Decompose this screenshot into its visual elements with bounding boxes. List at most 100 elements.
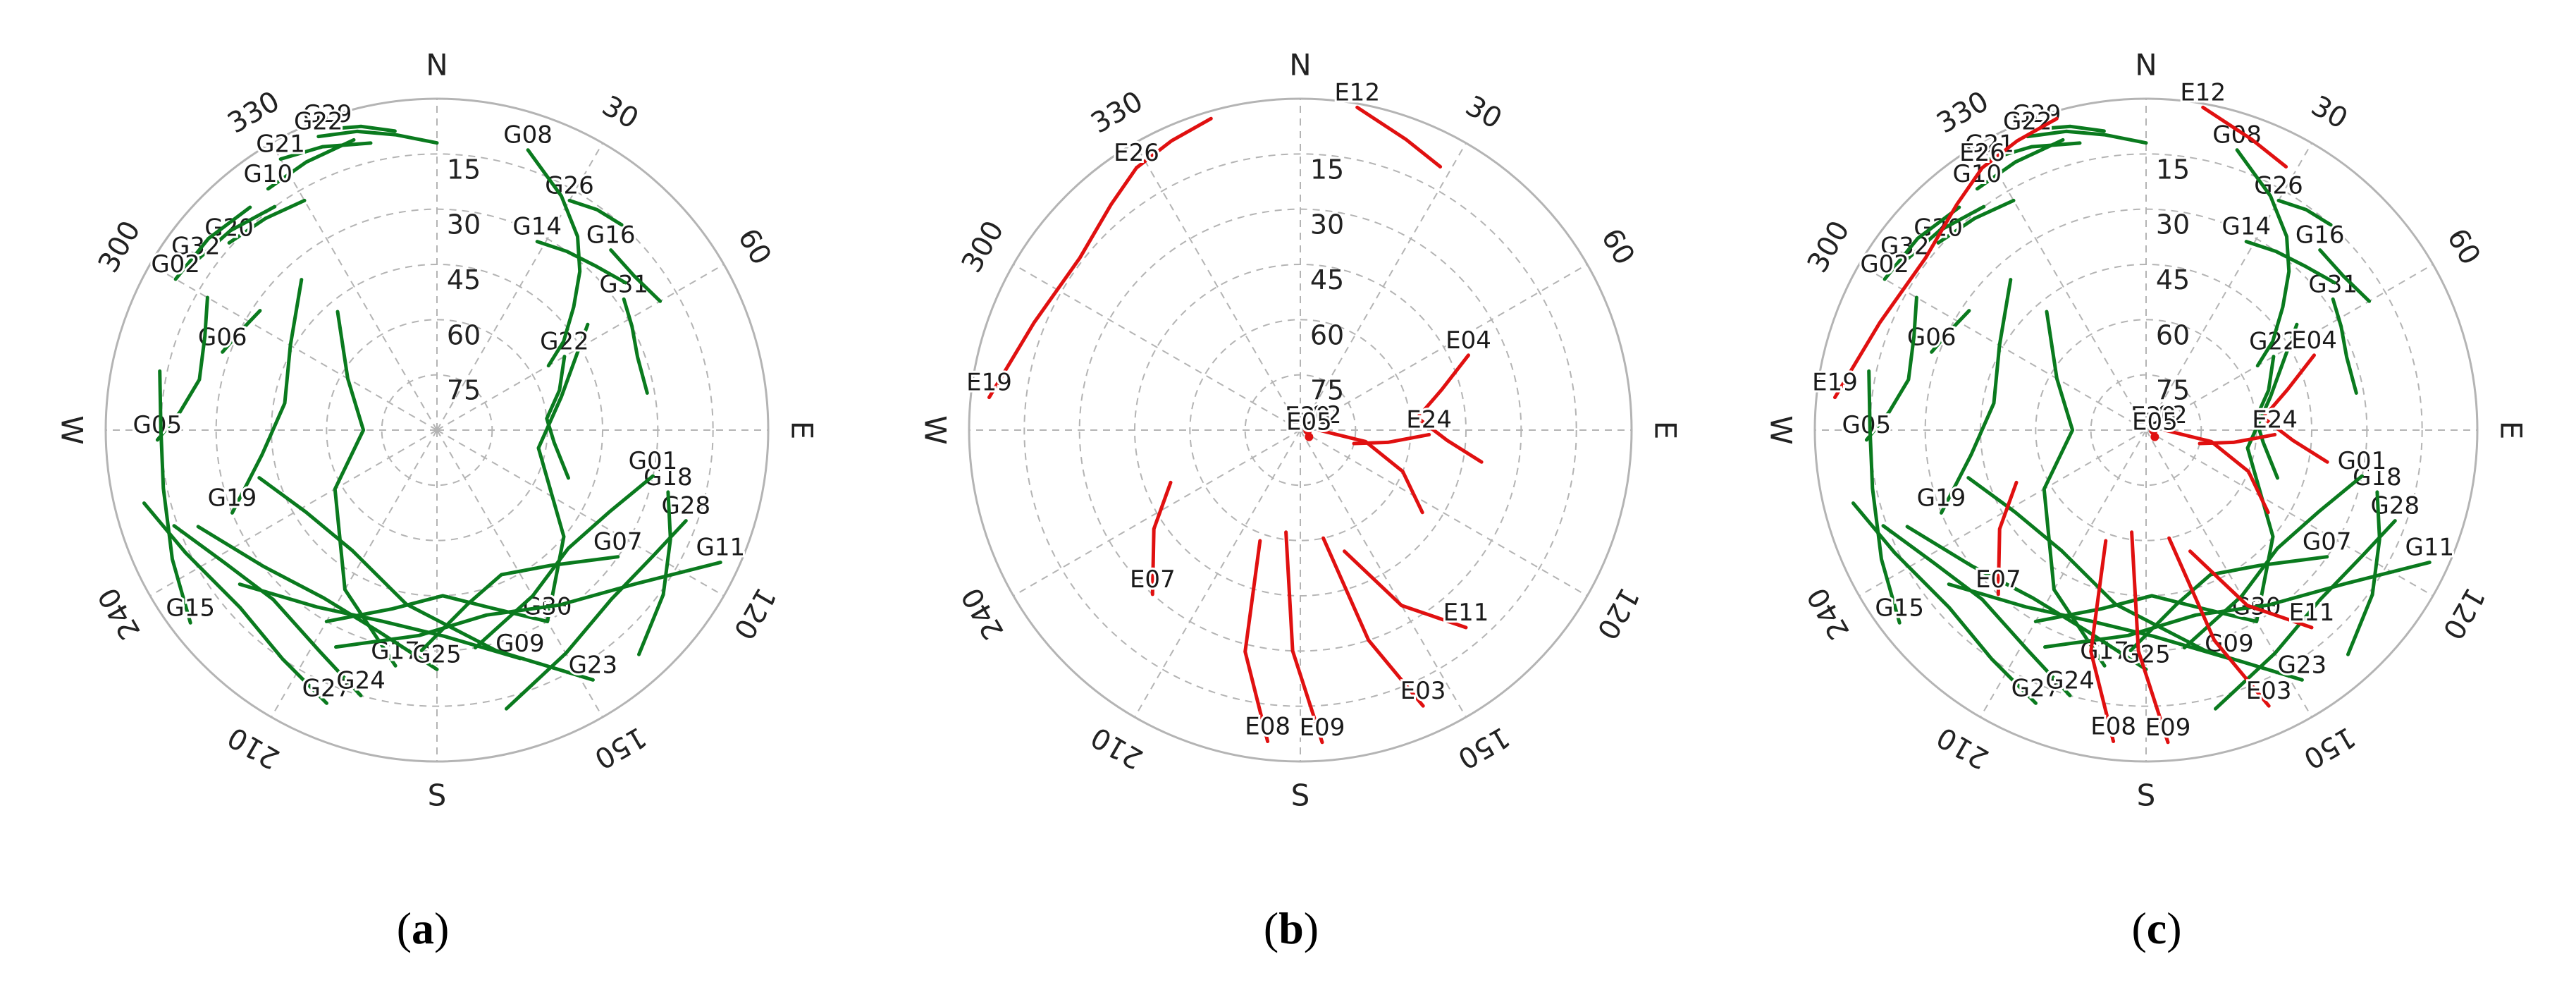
track-g03: G03 bbox=[2230, 322, 2299, 623]
track-line bbox=[2254, 355, 2279, 480]
track-line bbox=[535, 240, 627, 285]
track-line bbox=[2162, 428, 2270, 515]
elevation-ring-60 bbox=[1189, 319, 1412, 542]
elevation-tick-15: 15 bbox=[1310, 154, 1344, 185]
elevation-ring-15 bbox=[1023, 153, 1577, 707]
satellite-label: G15 bbox=[166, 594, 215, 622]
azimuth-spoke-150 bbox=[1300, 429, 1467, 718]
compass-label-S: S bbox=[428, 778, 447, 813]
track-g21: G21 bbox=[1963, 128, 2082, 161]
track-line bbox=[257, 476, 595, 682]
track-g15: G15 bbox=[1867, 369, 1926, 625]
track-g11: G11 bbox=[334, 532, 747, 649]
azimuth-spoke-210 bbox=[271, 429, 438, 718]
track-g16: G16 bbox=[584, 219, 663, 303]
satellite-label: E30 bbox=[1285, 402, 1331, 430]
satellite-label: G25 bbox=[412, 640, 462, 668]
azimuth-spoke-240 bbox=[1859, 429, 2147, 596]
track-line bbox=[2128, 555, 2329, 653]
elevation-tick-60: 60 bbox=[2156, 319, 2190, 350]
track-line bbox=[987, 166, 1138, 400]
track-line bbox=[1833, 166, 1984, 400]
compass-label-W: W bbox=[55, 415, 90, 445]
track-line bbox=[2244, 240, 2336, 285]
track-g24: G24 bbox=[1881, 524, 2097, 697]
elevation-tick-15: 15 bbox=[447, 154, 481, 185]
track-point bbox=[1305, 432, 1314, 441]
satellite-label: G24 bbox=[2045, 666, 2095, 695]
track-line bbox=[1284, 530, 1324, 745]
azimuth-tick-210: 210 bbox=[1931, 720, 1994, 775]
azimuth-spoke-300 bbox=[1859, 264, 2147, 431]
track-e02: E02 bbox=[1294, 399, 1424, 515]
panel-label-open: ( bbox=[396, 903, 412, 953]
track-line bbox=[2089, 539, 2116, 743]
track-g29: G29 bbox=[2010, 98, 2106, 133]
elevation-tick-60: 60 bbox=[447, 319, 481, 350]
azimuth-tick-150: 150 bbox=[2298, 720, 2360, 775]
polar-grid bbox=[968, 97, 1633, 763]
track-g22: G22 bbox=[292, 106, 439, 145]
azimuth-spoke-300 bbox=[149, 264, 438, 431]
track-line bbox=[505, 519, 688, 711]
satellite-label: G09 bbox=[495, 630, 545, 658]
track-line bbox=[2331, 297, 2358, 395]
satellite-label: G24 bbox=[336, 666, 386, 695]
satellite-label: G08 bbox=[2212, 121, 2262, 149]
track-line bbox=[1355, 105, 1443, 169]
azimuth-tick-30: 30 bbox=[1460, 90, 1507, 135]
track-line bbox=[2035, 124, 2106, 133]
track-line bbox=[609, 248, 663, 303]
track-line bbox=[155, 295, 209, 442]
satellite-label: G23 bbox=[569, 651, 618, 679]
track-e12: E12 bbox=[2178, 76, 2288, 169]
track-e04: E04 bbox=[2261, 324, 2339, 464]
track-e03: E03 bbox=[1321, 536, 1448, 708]
satellite-label: G01 bbox=[629, 447, 678, 475]
azimuth-tick-60: 60 bbox=[732, 223, 777, 270]
track-line bbox=[622, 297, 649, 395]
satellite-label: G23 bbox=[2278, 651, 2327, 679]
satellite-label: E07 bbox=[1976, 565, 2021, 594]
azimuth-tick-240: 240 bbox=[956, 582, 1011, 644]
satellite-label: E08 bbox=[2090, 712, 2136, 740]
track-point bbox=[2150, 432, 2159, 441]
elevation-tick-15: 15 bbox=[2156, 154, 2190, 185]
azimuth-spoke-330 bbox=[271, 142, 438, 431]
track-g09: G09 bbox=[238, 582, 547, 661]
track-line bbox=[278, 141, 373, 161]
track-line bbox=[158, 369, 192, 625]
elevation-tick-75: 75 bbox=[1310, 375, 1344, 406]
track-e19: E19 bbox=[964, 166, 1138, 400]
track-line bbox=[1996, 480, 2019, 596]
track-g02: G02 bbox=[149, 205, 252, 281]
satellite-label: G29 bbox=[303, 100, 352, 128]
elevation-tick-45: 45 bbox=[2156, 264, 2190, 295]
track-g19: G19 bbox=[206, 278, 304, 515]
track-line bbox=[2346, 490, 2381, 656]
elevation-tick-30: 30 bbox=[2156, 209, 2190, 240]
satellite-label: G29 bbox=[2012, 100, 2062, 128]
azimuth-tick-300: 300 bbox=[92, 215, 147, 278]
track-line bbox=[2043, 561, 2432, 649]
azimuth-spoke-240 bbox=[149, 429, 438, 596]
track-line bbox=[1867, 369, 1902, 625]
satellite-label: G19 bbox=[208, 484, 257, 512]
track-g21: G21 bbox=[254, 128, 373, 161]
satellite-label: E03 bbox=[2246, 677, 2292, 705]
panel-label-letter: a bbox=[412, 903, 434, 953]
track-e11: E11 bbox=[1343, 549, 1491, 630]
satellite-label: G27 bbox=[302, 674, 352, 702]
track-line bbox=[2201, 105, 2288, 169]
track-line bbox=[2235, 148, 2291, 368]
satellite-label: E12 bbox=[1334, 78, 1380, 106]
compass-label-W: W bbox=[1764, 415, 1799, 445]
track-e07: E07 bbox=[1973, 480, 2023, 596]
track-e30: E30 bbox=[1283, 400, 1333, 435]
track-line bbox=[173, 205, 252, 281]
track-line bbox=[230, 278, 304, 515]
satellite-label: G32 bbox=[171, 232, 221, 260]
track-line bbox=[334, 561, 722, 649]
track-g22: G22 bbox=[538, 326, 591, 480]
